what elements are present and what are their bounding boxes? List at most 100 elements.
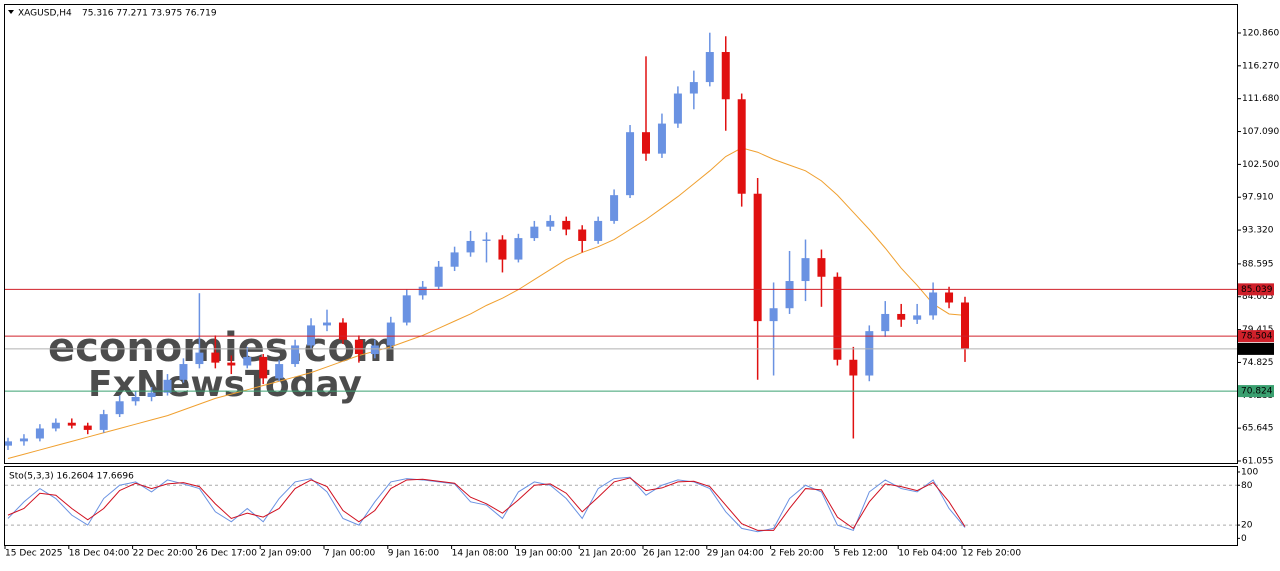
candle-body <box>769 308 778 322</box>
candle-body <box>51 422 60 429</box>
x-tick-label: 18 Dec 04:00 <box>69 549 130 559</box>
candle-body <box>498 239 507 260</box>
candle-body <box>354 339 363 355</box>
candle-body <box>323 322 331 326</box>
candle-body <box>865 331 874 376</box>
candle-body <box>737 99 746 194</box>
x-tick-label: 12 Feb 20:00 <box>962 549 1021 559</box>
candle-body <box>338 322 347 340</box>
candle-body <box>131 396 140 402</box>
menu-arrow[interactable] <box>8 10 14 14</box>
candle-body <box>243 356 252 366</box>
candle-body <box>163 379 172 393</box>
candle-body <box>83 425 92 430</box>
x-tick-label: 10 Feb 04:00 <box>898 549 957 559</box>
candle-body <box>466 240 475 253</box>
candle-body <box>562 220 571 230</box>
candle-body <box>147 392 156 397</box>
x-tick-label: 5 Feb 12:00 <box>834 549 888 559</box>
y-tick-label: 61.055 <box>1242 456 1274 466</box>
candle-body <box>817 258 826 277</box>
candle-body <box>897 313 906 320</box>
candle-body <box>291 345 300 365</box>
candle-body <box>227 362 236 366</box>
candle-body <box>594 220 603 241</box>
stoch-line <box>7 477 966 531</box>
candle-body <box>386 322 395 346</box>
y-tick-label: 88.595 <box>1242 259 1274 269</box>
y-tick-label: 100 <box>1241 467 1258 477</box>
candle-body <box>705 52 714 83</box>
candle-body <box>450 252 459 267</box>
x-tick-label: 2 Jan 09:00 <box>260 549 312 559</box>
candle-body <box>945 292 954 303</box>
price-level-label: 78.504 <box>1241 332 1273 342</box>
x-tick-label: 26 Jan 12:00 <box>643 549 700 559</box>
y-tick-label: 74.825 <box>1242 358 1274 368</box>
candle-body <box>546 220 555 227</box>
y-tick-label: 116.270 <box>1242 61 1279 71</box>
stoch-pane <box>4 466 1238 546</box>
candle-body <box>961 302 969 349</box>
candle-body <box>418 286 427 296</box>
candle-body <box>881 313 890 332</box>
candles <box>5 32 969 460</box>
candle-body <box>179 364 188 380</box>
price-level-box <box>1238 342 1274 355</box>
x-tick-label: 26 Dec 17:00 <box>196 549 257 559</box>
y-tick-label: 120.860 <box>1242 28 1279 38</box>
y-tick-label: 79.415 <box>1242 325 1274 335</box>
candle-body <box>785 281 794 309</box>
candle-body <box>721 52 730 100</box>
candle-body <box>482 239 491 241</box>
x-tick-label: 9 Jan 16:00 <box>388 549 440 559</box>
y-tick-label: 65.645 <box>1242 424 1274 434</box>
price-level-box <box>1238 283 1274 296</box>
moving-average <box>7 147 966 460</box>
stoch-line <box>7 476 966 533</box>
x-tick-label: 29 Jan 04:00 <box>707 549 764 559</box>
y-tick-label: 102.500 <box>1242 160 1279 170</box>
candle-body <box>578 229 587 241</box>
candle-body <box>514 238 523 260</box>
x-tick-label: 15 Dec 2025 <box>5 549 63 559</box>
price-level-box <box>1238 330 1274 343</box>
y-tick-label: 107.090 <box>1242 127 1279 137</box>
x-tick-label: 19 Jan 00:00 <box>515 549 572 559</box>
watermark-text: economies.com <box>48 325 397 371</box>
watermark-text: FxNewsToday <box>88 364 362 405</box>
y-tick-label: 93.320 <box>1242 226 1274 236</box>
candle-body <box>35 428 44 439</box>
candle-body <box>5 441 12 446</box>
x-tick-label: 14 Jan 08:00 <box>452 549 509 559</box>
stoch-title: Sto(5,3,3) 16.2604 17.6696 <box>9 472 134 482</box>
candle-body <box>259 356 268 379</box>
candle-body <box>657 123 666 154</box>
candle-body <box>19 438 28 442</box>
price-level-box <box>1238 385 1274 398</box>
candle-body <box>753 193 762 322</box>
symbol-title: XAGUSD,H4 <box>18 9 72 19</box>
main-pane <box>4 4 1238 464</box>
candle-body <box>849 359 858 376</box>
x-tick-label: 7 Jan 00:00 <box>324 549 376 559</box>
candle-body <box>211 352 220 363</box>
stoch-lines <box>7 476 966 533</box>
candle-body <box>307 325 316 346</box>
candle-body <box>275 364 284 379</box>
candle-body <box>673 93 682 124</box>
y-tick-label: 84.005 <box>1242 292 1274 302</box>
candle-body <box>913 315 922 320</box>
price-level-label: 85.039 <box>1241 285 1273 295</box>
ohlc-text: 75.316 77.271 73.975 76.719 <box>82 9 217 19</box>
x-tick-label: 21 Jan 20:00 <box>579 549 636 559</box>
y-tick-label: 97.910 <box>1242 193 1274 203</box>
price-level-label: 70.824 <box>1241 387 1273 397</box>
candle-body <box>195 352 204 365</box>
candle-body <box>115 401 124 415</box>
y-tick-label: 80 <box>1241 481 1253 491</box>
candle-body <box>610 195 619 221</box>
candle-body <box>67 422 76 426</box>
